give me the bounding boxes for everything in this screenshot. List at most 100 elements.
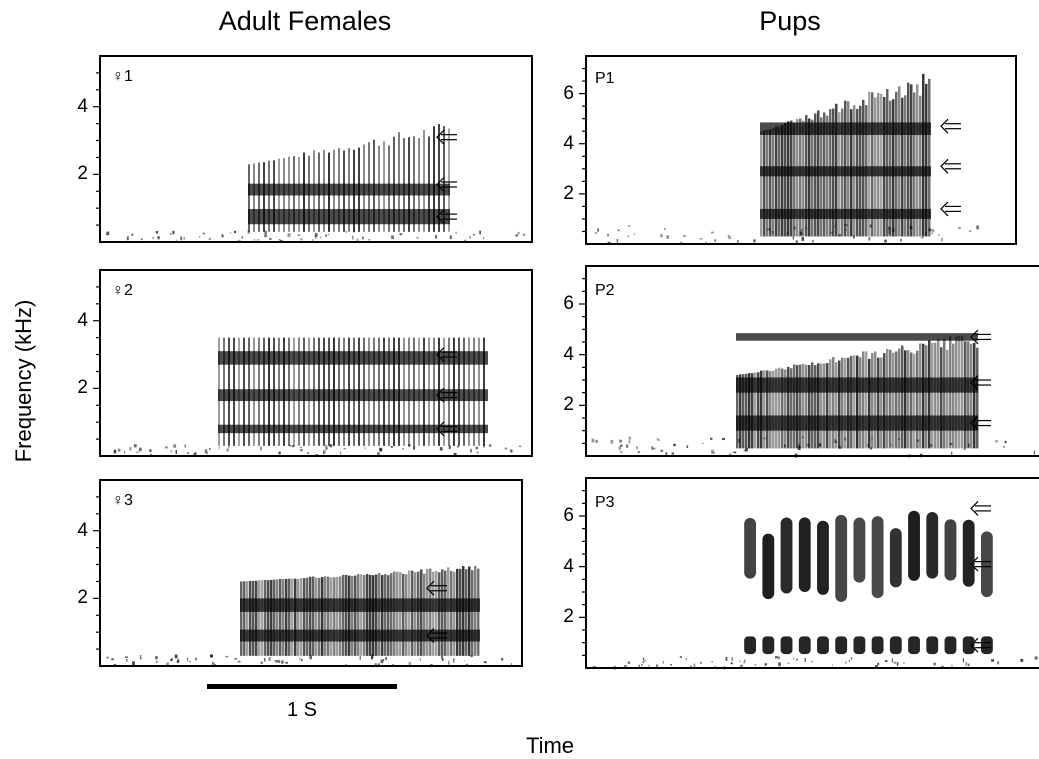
energy-stripe <box>255 580 258 656</box>
harmonic-band <box>218 424 488 434</box>
energy-stripe <box>253 163 255 232</box>
energy-stripe <box>381 575 384 656</box>
noise-speck <box>327 233 330 236</box>
noise-speck <box>188 660 191 663</box>
noise-speck <box>595 439 598 443</box>
noise-speck <box>753 239 756 243</box>
noise-speck <box>818 443 822 447</box>
noise-speck <box>797 446 801 451</box>
noise-speck <box>900 238 902 242</box>
noise-speck <box>264 234 267 238</box>
energy-stripe <box>477 568 480 656</box>
noise-speck <box>174 654 178 659</box>
noise-speck <box>278 239 281 241</box>
energy-stripe <box>874 351 877 449</box>
fundamental-pulse <box>817 636 829 655</box>
energy-stripe <box>465 569 468 656</box>
adult-females-title: Adult Females <box>218 6 392 36</box>
noise-speck <box>764 663 767 666</box>
energy-stripe <box>928 340 931 449</box>
noise-speck <box>278 451 281 455</box>
noise-speck <box>352 235 354 240</box>
noise-speck <box>300 238 303 241</box>
noise-speck <box>419 658 421 662</box>
noise-speck <box>157 236 160 240</box>
fundamental-pulse <box>889 636 902 655</box>
noise-speck <box>896 661 899 666</box>
energy-stripe <box>345 574 348 656</box>
noise-speck <box>965 662 968 666</box>
energy-stripe <box>895 351 898 449</box>
energy-stripe <box>940 347 943 449</box>
noise-speck <box>170 450 172 453</box>
noise-speck <box>413 445 416 450</box>
noise-speck <box>743 661 745 664</box>
noise-speck <box>323 451 325 455</box>
y-tick-label: 4 <box>77 309 88 331</box>
noise-speck <box>784 444 786 448</box>
energy-stripe <box>898 86 901 237</box>
noise-speck <box>126 659 128 662</box>
noise-speck <box>268 657 271 662</box>
noise-speck <box>796 241 798 245</box>
y-tick-label: 2 <box>77 377 88 399</box>
spectrogram-pup-1: P1 6 4 2 <box>545 55 1025 246</box>
noise-speck <box>473 234 476 236</box>
sound-energy <box>594 73 980 245</box>
noise-speck <box>452 660 455 663</box>
noise-speck <box>195 657 197 661</box>
energy-stripe <box>745 373 748 449</box>
energy-stripe <box>438 572 441 656</box>
noise-speck <box>164 446 168 449</box>
y-tick-label: 4 <box>77 95 88 117</box>
spectrogram-pup-2: P2 6 4 2 <box>545 265 1039 458</box>
noise-speck <box>222 235 225 238</box>
noise-speck <box>670 663 673 666</box>
y-ticks <box>93 496 100 650</box>
noise-speck <box>754 664 757 666</box>
time-scale-label: 1 S <box>286 699 318 721</box>
noise-speck <box>833 439 837 441</box>
noise-speck <box>807 443 809 447</box>
energy-stripe <box>817 363 820 449</box>
energy-stripe <box>946 349 949 449</box>
noise-speck <box>709 437 713 440</box>
noise-speck <box>225 655 229 658</box>
energy-stripe <box>285 578 288 656</box>
energy-stripe <box>324 576 327 656</box>
fundamental-pulse <box>962 636 975 655</box>
noise-speck <box>408 444 411 447</box>
noise-speck <box>453 658 455 661</box>
noise-speck <box>345 230 347 233</box>
noise-speck <box>665 452 668 456</box>
noise-speck <box>509 449 512 452</box>
noise-speck <box>699 238 703 240</box>
noise-speck <box>456 445 459 448</box>
noise-speck <box>125 656 128 659</box>
energy-stripe <box>742 374 745 449</box>
fundamental-pulse <box>853 636 866 655</box>
noise-speck <box>453 453 457 456</box>
energy-stripe <box>243 581 246 656</box>
harmonic-band <box>760 166 931 177</box>
energy-stripe <box>808 118 811 237</box>
noise-speck <box>888 226 891 231</box>
energy-stripe <box>433 126 435 232</box>
noise-speck <box>869 224 872 228</box>
energy-stripe <box>907 350 910 449</box>
noise-speck <box>247 230 250 234</box>
noise-speck <box>627 235 629 238</box>
noise-speck <box>209 237 211 240</box>
noise-speck <box>664 228 667 230</box>
noise-speck <box>183 236 185 240</box>
noise-speck <box>711 661 713 663</box>
spectrogram-plot <box>579 265 1039 458</box>
energy-stripe <box>411 570 414 656</box>
noise-speck <box>929 444 933 447</box>
energy-stripe <box>760 131 763 237</box>
sound-energy <box>591 333 1036 458</box>
energy-stripe <box>387 575 390 656</box>
harmonic-pulse <box>817 520 829 595</box>
noise-speck <box>610 439 614 444</box>
noise-speck <box>871 438 873 440</box>
